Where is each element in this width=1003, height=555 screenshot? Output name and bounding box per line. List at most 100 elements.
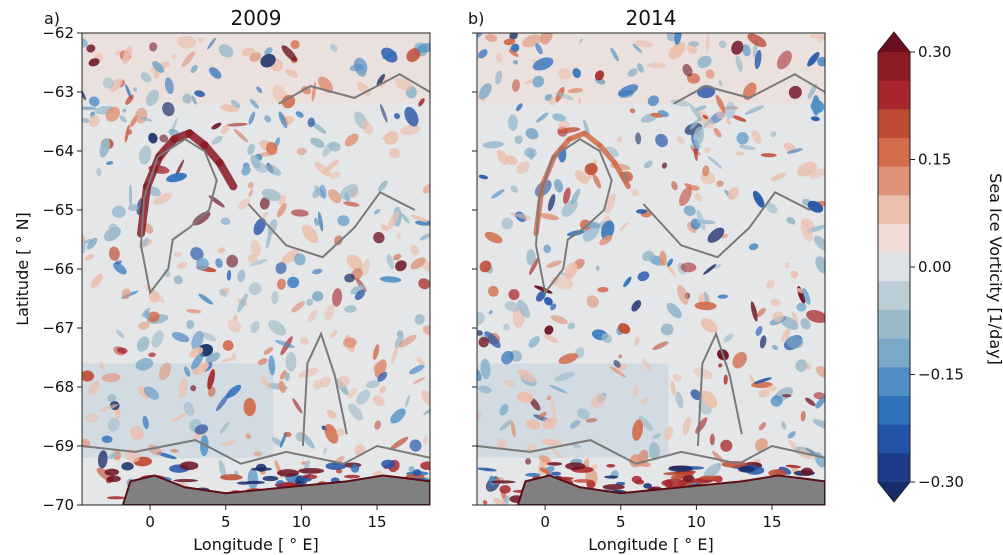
vorticity-patch [482, 141, 504, 149]
vorticity-patch [312, 187, 322, 198]
vorticity-patch [248, 282, 262, 296]
vorticity-patch [391, 344, 400, 364]
vorticity-patch [323, 446, 328, 455]
vorticity-patch [99, 138, 110, 158]
vorticity-patch [373, 208, 381, 215]
vorticity-patch [142, 415, 149, 430]
vorticity-patch [226, 269, 232, 281]
bathymetry-contour [696, 331, 743, 447]
vorticity-patch [108, 452, 119, 460]
vorticity-patch [491, 189, 505, 199]
vorticity-patch [623, 276, 632, 288]
coastal-vorticity [602, 484, 625, 490]
vorticity-patch [276, 203, 287, 218]
vorticity-patch [765, 202, 778, 214]
vorticity-patch [248, 111, 256, 125]
vorticity-patch [478, 336, 489, 348]
vorticity-patch [816, 365, 825, 379]
vorticity-patch [517, 299, 531, 318]
vorticity-patch [480, 358, 491, 380]
panel-a-x-ticks: 0 5 10 15 [145, 505, 387, 531]
vorticity-patch [284, 372, 290, 382]
vorticity-patch [271, 437, 283, 447]
vorticity-patch [334, 235, 343, 246]
vorticity-patch [807, 200, 824, 213]
vorticity-patch [344, 273, 355, 283]
vorticity-patch [558, 127, 581, 134]
vorticity-patch [635, 209, 648, 214]
vorticity-patch [102, 77, 114, 89]
coastal-vorticity [104, 468, 120, 476]
vorticity-patch [756, 307, 766, 317]
vorticity-patch [815, 396, 825, 409]
vorticity-patch [135, 358, 154, 371]
vorticity-patch [478, 385, 492, 394]
vorticity-patch [218, 289, 228, 298]
vorticity-patch [220, 217, 231, 225]
vorticity-patch [550, 303, 557, 311]
land-mask [121, 474, 430, 505]
vorticity-patch [280, 370, 287, 380]
vorticity-patch [226, 122, 248, 127]
vorticity-patch [163, 269, 171, 278]
vorticity-patch [262, 211, 269, 219]
vorticity-patch [178, 377, 188, 399]
vorticity-patch [679, 186, 692, 207]
vorticity-patch [577, 97, 582, 105]
vorticity-patch [295, 111, 304, 118]
panel-a: a) 2009 0 5 10 15 −62−63−64−65−66−67−68−69−… [13, 6, 431, 554]
vorticity-patch [538, 411, 547, 419]
vorticity-patch [116, 347, 128, 354]
vorticity-patch [590, 393, 607, 408]
vorticity-patch [336, 428, 345, 437]
vorticity-patch [418, 98, 425, 107]
vorticity-patch [136, 336, 150, 352]
vorticity-patch [148, 132, 158, 144]
x-tick-label: 15 [762, 513, 781, 531]
vorticity-patch [499, 403, 509, 416]
vorticity-patch [207, 368, 215, 390]
vorticity-patch [406, 48, 421, 62]
vorticity-patch [140, 72, 152, 83]
vorticity-patch [395, 260, 407, 272]
vorticity-patch [526, 249, 536, 266]
colorbar: 0.30 0.15 0.00 −0.15 −0.30 Sea Ice Vorticity… [877, 31, 1003, 503]
coastal-vorticity [604, 475, 619, 479]
coastal-vorticity [565, 462, 586, 470]
vorticity-patch [809, 34, 825, 40]
vorticity-patch [328, 189, 342, 204]
vorticity-patch [702, 114, 709, 120]
vorticity-patch [610, 47, 619, 62]
x-tick-label: 15 [367, 513, 386, 531]
coastal-vorticity [738, 466, 755, 473]
vorticity-patch [116, 329, 125, 339]
vorticity-patch [192, 362, 209, 376]
vorticity-patch [173, 251, 182, 257]
vorticity-patch [278, 380, 286, 394]
vorticity-patch [279, 432, 287, 448]
vorticity-patch [809, 168, 825, 179]
vorticity-patch [237, 293, 248, 313]
vorticity-patch [781, 327, 791, 342]
coastal-vorticity [106, 475, 121, 483]
vorticity-patch [667, 258, 674, 267]
vorticity-patch [83, 238, 93, 244]
vorticity-patch [805, 397, 816, 407]
vorticity-patch [689, 185, 700, 191]
vorticity-patch [776, 50, 792, 70]
vorticity-patch [207, 37, 216, 50]
coastal-vorticity [800, 467, 814, 476]
vorticity-patch [387, 211, 400, 230]
vorticity-patch [416, 357, 425, 366]
vorticity-patch [122, 108, 127, 113]
y-tick-label: −62 [42, 24, 74, 42]
vorticity-patch [525, 128, 539, 140]
vorticity-patch [617, 84, 639, 97]
vorticity-patch [241, 166, 251, 176]
panel-a-y-axis-label: Latitude [ ° N] [13, 212, 32, 326]
vorticity-patch [552, 113, 566, 122]
vorticity-patch [324, 304, 335, 321]
vorticity-patch [672, 373, 682, 382]
vorticity-patch [241, 47, 256, 57]
vorticity-patch [151, 330, 164, 348]
